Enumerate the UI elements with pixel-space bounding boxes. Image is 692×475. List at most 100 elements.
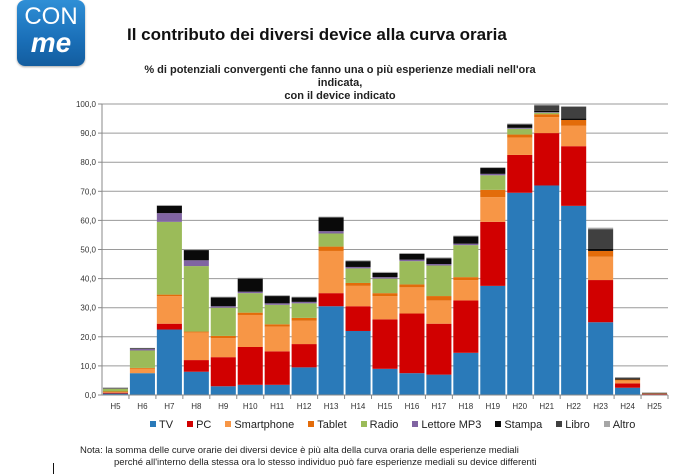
bar-h14-lettore-mp3 (345, 266, 371, 269)
bar-h14-stampa (345, 261, 371, 267)
bar-h10-tv (237, 384, 263, 395)
bar-stack-h18 (453, 235, 479, 395)
legend-swatch (225, 421, 232, 427)
x-tick-label: H21 (539, 402, 554, 411)
legend-swatch (412, 421, 419, 427)
bar-h7-pc (156, 323, 182, 330)
bar-h14-tv (345, 330, 371, 395)
bar-h21-tablet (534, 114, 560, 118)
bar-h6-altro (129, 347, 155, 349)
bar-h8-altro (183, 249, 209, 251)
x-tick-label: H15 (378, 402, 393, 411)
bar-stack-h6 (129, 347, 155, 395)
bar-h18-smartphone (453, 280, 479, 301)
bar-h5-pc (102, 392, 129, 394)
bar-h17-radio (426, 265, 452, 297)
y-tick-label: 70,0 (80, 187, 96, 196)
bar-h7-smartphone (156, 296, 182, 324)
legend-label: Smartphone (234, 419, 295, 431)
bar-h15-pc (372, 319, 398, 369)
bar-stack-h22 (561, 106, 587, 395)
logo-text-me: me (30, 27, 72, 58)
bar-h19-smartphone (480, 197, 506, 222)
y-tick-label: 20,0 (80, 333, 96, 342)
bar-stack-h17 (426, 257, 452, 395)
legend-swatch (360, 421, 367, 427)
y-tick-label: 0,0 (85, 391, 97, 400)
bar-h16-stampa (399, 253, 425, 260)
bar-h7-tablet (156, 294, 182, 297)
bar-h6-lettore-mp3 (129, 349, 155, 351)
bar-h9-pc (210, 357, 236, 387)
legend-swatch (187, 421, 194, 427)
y-tick-label: 10,0 (80, 362, 96, 371)
bar-h16-pc (399, 313, 425, 374)
bar-h7-lettore-mp3 (156, 213, 182, 222)
bar-h8-stampa (183, 250, 209, 261)
bar-h11-tv (264, 384, 290, 395)
bar-h12-smartphone (291, 320, 317, 345)
chart-legend: TV PC Smartphone Tablet Radio Lettore MP3 Stam… (150, 419, 649, 431)
bar-h14-radio (345, 268, 371, 283)
bar-h16-radio (399, 261, 425, 285)
bar-h8-radio (183, 266, 209, 332)
bar-h24-stampa (615, 378, 641, 380)
bar-h17-stampa (426, 258, 452, 265)
bar-h17-altro (426, 257, 452, 259)
bar-h5-smartphone (102, 391, 129, 393)
bar-h17-smartphone (426, 300, 452, 324)
bar-h16-altro (399, 252, 425, 254)
bar-h11-tablet (264, 324, 290, 327)
x-tick-label: H25 (647, 402, 662, 411)
bar-stack-h13 (318, 216, 344, 395)
x-tick-label: H11 (270, 402, 285, 411)
bar-h8-smartphone (183, 332, 209, 361)
legend-swatch (150, 421, 156, 427)
legend-item-tablet: Tablet (308, 419, 347, 431)
bar-stack-h12 (291, 296, 317, 395)
y-tick-label: 30,0 (80, 304, 96, 313)
bar-h5-radio (102, 388, 129, 392)
bar-h24-tv (615, 387, 641, 395)
legend-label: PC (196, 419, 212, 431)
bar-h19-lettore-mp3 (480, 173, 506, 176)
bar-stack-h15 (372, 271, 398, 395)
bar-h13-lettore-mp3 (318, 231, 344, 234)
bar-h10-radio (237, 293, 263, 313)
y-tick-label: 100,0 (76, 100, 97, 109)
y-tick-label: 80,0 (80, 158, 96, 167)
bar-h21-lettore-mp3 (534, 112, 560, 113)
legend-label: Radio (369, 419, 399, 431)
bar-h18-stampa (453, 236, 479, 244)
bar-h7-tv (156, 329, 182, 395)
bar-h12-tv (291, 367, 317, 395)
bar-h16-tv (399, 373, 425, 395)
bar-stack-h16 (399, 252, 425, 395)
bar-h13-radio (318, 233, 344, 247)
x-tick-label: H10 (243, 402, 258, 411)
bar-h18-tv (453, 352, 479, 395)
x-tick-label: H14 (351, 402, 366, 411)
bar-h9-radio (210, 307, 236, 336)
bar-h10-lettore-mp3 (237, 291, 263, 294)
bar-h20-smartphone (507, 137, 533, 155)
logo-text-con: CON (24, 3, 78, 30)
bar-h13-tv (318, 306, 344, 395)
bar-stack-h14 (345, 260, 371, 395)
legend-label: TV (159, 419, 174, 431)
bar-h21-smartphone (534, 117, 560, 134)
bar-stack-h7 (156, 204, 182, 395)
bar-h11-smartphone (264, 326, 290, 352)
legend-item-smartphone: Smartphone (225, 419, 294, 431)
bar-h21-altro (534, 104, 560, 106)
bar-h5-lettore-mp3 (102, 388, 129, 389)
bar-stack-h24 (615, 377, 641, 395)
x-tick-label: H22 (566, 402, 581, 411)
x-tick-label: H24 (620, 402, 635, 411)
bar-h11-altro (264, 295, 290, 297)
bar-h7-stampa (156, 205, 182, 214)
bar-h15-tv (372, 368, 398, 395)
bar-h19-stampa (480, 168, 506, 174)
bar-h14-pc (345, 306, 371, 331)
legend-label: Lettore MP3 (421, 419, 482, 431)
